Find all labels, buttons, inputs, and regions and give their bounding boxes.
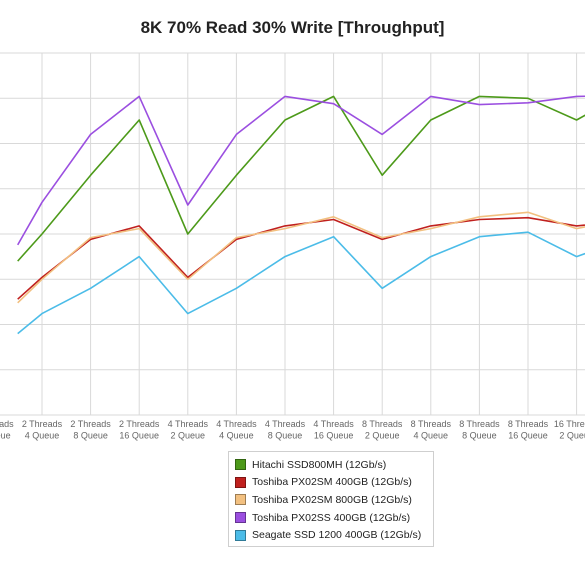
x-tick-label: 4 Threads 2 Queue	[168, 419, 209, 441]
x-tick-label: 2 Threads 16 Queue	[119, 419, 160, 441]
legend-label: Hitachi SSD800MH (12Gb/s)	[252, 458, 387, 471]
legend-label: Toshiba PX02SS 400GB (12Gb/s)	[252, 511, 411, 524]
x-tick-label: 2 Threads 8 Queue	[70, 419, 111, 441]
legend-swatch	[235, 529, 246, 541]
legend-item-toshiba-px02sm-800gb: Toshiba PX02SM 800GB (12Gb/s)	[235, 491, 427, 509]
legend-item-toshiba-px02ss-400gb: Toshiba PX02SS 400GB (12Gb/s)	[235, 509, 427, 527]
x-tick-label: 4 Threads 16 Queue	[313, 419, 354, 441]
x-tick-label: 8 Threads 2 Queue	[362, 419, 403, 441]
legend-swatch	[235, 459, 246, 471]
legend-item-hitachi-ssd800mh: Hitachi SSD800MH (12Gb/s)	[235, 456, 427, 474]
legend-label: Toshiba PX02SM 800GB (12Gb/s)	[252, 493, 412, 506]
x-tick-label: 2 Threads 4 Queue	[22, 419, 63, 441]
legend-label: Seagate SSD 1200 400GB (12Gb/s)	[252, 529, 422, 542]
series-lines	[17, 95, 585, 335]
series-line-1	[17, 216, 585, 300]
legend-item-seagate-ssd-1200: Seagate SSD 1200 400GB (12Gb/s)	[235, 526, 427, 544]
x-tick-label: 4 Threads 4 Queue	[216, 419, 257, 441]
x-tick-label: 8 Threads 8 Queue	[459, 419, 500, 441]
x-tick-label: 4 Threads 8 Queue	[265, 419, 306, 441]
chart-title: 8K 70% Read 30% Write [Throughput]	[140, 18, 445, 37]
legend-swatch	[235, 476, 246, 488]
horizontal-gridlines	[0, 52, 585, 416]
legend-swatch	[235, 494, 246, 506]
x-tick-label: 8 Threads 16 Queue	[508, 419, 549, 441]
series-line-0	[17, 95, 585, 262]
x-tick-label: 8 Threads 4 Queue	[411, 419, 452, 441]
series-line-3	[17, 95, 585, 246]
series-line-4	[17, 231, 585, 335]
series-line-2	[17, 211, 585, 304]
legend-item-toshiba-px02sm-400gb: Toshiba PX02SM 400GB (12Gb/s)	[235, 474, 427, 492]
legend: Hitachi SSD800MH (12Gb/s) Toshiba PX02SM…	[228, 451, 434, 547]
legend-swatch	[235, 512, 246, 524]
legend-label: Toshiba PX02SM 400GB (12Gb/s)	[252, 476, 412, 489]
